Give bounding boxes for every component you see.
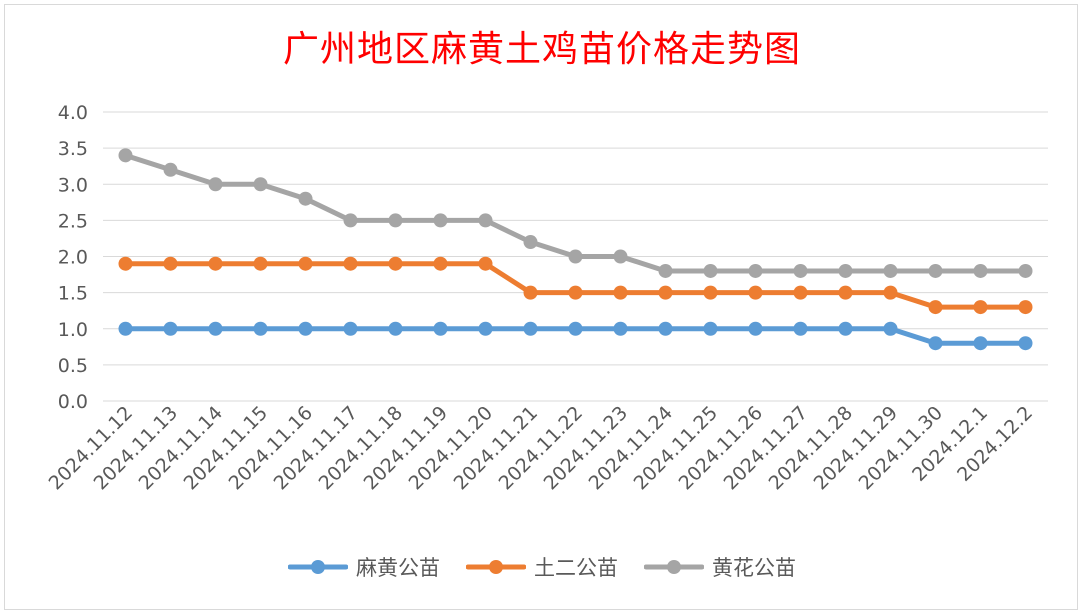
data-point	[253, 177, 268, 192]
data-point	[658, 263, 673, 278]
legend: 麻黄公苗 土二公苗 黄花公苗	[0, 552, 1084, 582]
data-point	[883, 263, 898, 278]
legend-label: 土二公苗	[534, 556, 618, 580]
data-point	[883, 321, 898, 336]
data-point	[973, 263, 988, 278]
y-tick-label: 2.5	[58, 210, 88, 232]
data-point	[883, 285, 898, 300]
y-tick-label: 0.5	[58, 355, 88, 377]
data-point	[748, 285, 763, 300]
data-point	[658, 285, 673, 300]
y-tick-label: 2.0	[58, 247, 88, 269]
series-2	[118, 256, 1033, 315]
y-tick-label: 1.5	[58, 283, 88, 305]
data-point	[208, 256, 223, 271]
data-point	[298, 321, 313, 336]
data-point	[523, 321, 538, 336]
data-point	[928, 336, 943, 351]
data-point	[118, 148, 133, 163]
data-point	[568, 249, 583, 264]
y-tick-label: 3.5	[58, 138, 88, 160]
data-point	[793, 263, 808, 278]
series-1	[118, 321, 1033, 351]
data-point	[703, 321, 718, 336]
data-point	[748, 321, 763, 336]
data-point	[478, 256, 493, 271]
legend-item: 土二公苗	[466, 552, 618, 582]
data-point	[1018, 300, 1033, 315]
y-tick-label: 4.0	[58, 102, 88, 124]
data-point	[973, 336, 988, 351]
legend-label: 麻黄公苗	[356, 556, 440, 580]
data-point	[388, 213, 403, 228]
data-point	[928, 300, 943, 315]
legend-swatch	[644, 560, 704, 574]
data-point	[433, 256, 448, 271]
data-point	[748, 263, 763, 278]
data-point	[523, 285, 538, 300]
data-point	[208, 321, 223, 336]
data-point	[478, 213, 493, 228]
data-point	[388, 256, 403, 271]
data-point	[838, 263, 853, 278]
data-point	[163, 162, 178, 177]
data-point	[568, 285, 583, 300]
data-point	[343, 213, 358, 228]
data-point	[253, 321, 268, 336]
data-point	[343, 256, 358, 271]
data-point	[253, 256, 268, 271]
data-point	[118, 256, 133, 271]
data-point	[208, 177, 223, 192]
data-point	[613, 249, 628, 264]
data-point	[478, 321, 493, 336]
legend-label: 黄花公苗	[712, 556, 796, 580]
data-point	[568, 321, 583, 336]
y-tick-label: 0.0	[58, 391, 88, 413]
data-point	[658, 321, 673, 336]
data-point	[793, 285, 808, 300]
legend-item: 黄花公苗	[644, 552, 796, 582]
legend-item: 麻黄公苗	[288, 552, 440, 582]
chart-frame	[4, 4, 1078, 610]
data-point	[973, 300, 988, 315]
data-point	[163, 321, 178, 336]
data-point	[163, 256, 178, 271]
data-point	[1018, 263, 1033, 278]
data-point	[433, 213, 448, 228]
data-point	[433, 321, 448, 336]
data-point	[838, 321, 853, 336]
series-3	[118, 148, 1033, 278]
data-point	[1018, 336, 1033, 351]
data-point	[298, 256, 313, 271]
data-point	[703, 285, 718, 300]
data-point	[298, 191, 313, 206]
chart-title: 广州地区麻黄土鸡苗价格走势图	[282, 29, 801, 70]
legend-swatch	[288, 560, 348, 574]
data-point	[793, 321, 808, 336]
data-point	[703, 263, 718, 278]
data-point	[343, 321, 358, 336]
data-point	[118, 321, 133, 336]
y-tick-label: 3.0	[58, 174, 88, 196]
data-point	[523, 235, 538, 250]
data-point	[928, 263, 943, 278]
data-point	[613, 285, 628, 300]
y-tick-label: 1.0	[58, 319, 88, 341]
data-point	[838, 285, 853, 300]
data-point	[613, 321, 628, 336]
data-point	[388, 321, 403, 336]
legend-swatch	[466, 560, 526, 574]
